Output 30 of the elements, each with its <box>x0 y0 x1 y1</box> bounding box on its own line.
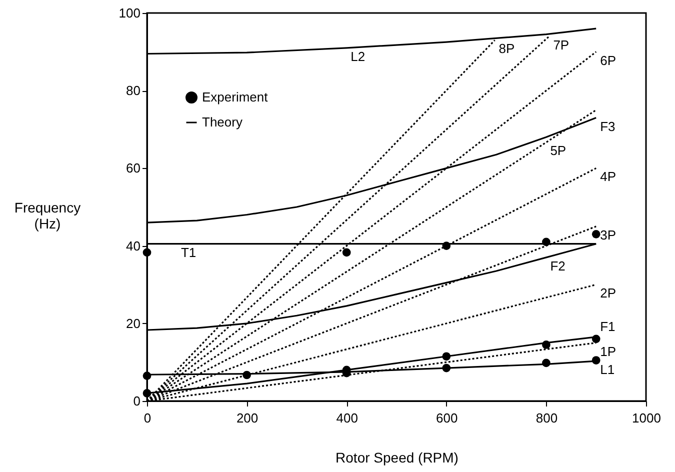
annotation: F1 <box>600 318 616 334</box>
y-tick-label: 80 <box>126 83 140 98</box>
x-tick-label: 0 <box>144 410 152 426</box>
annotation: F2 <box>550 258 566 274</box>
annotation: 4P <box>600 169 616 184</box>
legend-label: Theory <box>202 114 243 130</box>
annotation: 2P <box>600 286 616 301</box>
legend-label: Experiment <box>202 90 268 104</box>
x-tick-label: 200 <box>236 410 258 426</box>
annotation: 3P <box>600 227 616 242</box>
x-tick-label: 400 <box>336 410 358 426</box>
annotation: 1P <box>600 344 616 359</box>
x-tick-label: 800 <box>536 410 558 426</box>
x-tick-label: 1000 <box>632 410 661 426</box>
annotation: L1 <box>600 362 615 378</box>
y-tick-label: 40 <box>126 238 140 254</box>
annotation: 8P <box>498 41 515 56</box>
annotation: 5P <box>550 143 566 158</box>
x-tick-label: 600 <box>436 410 458 426</box>
annotation: L2 <box>350 48 366 64</box>
annotation: 7P <box>553 37 570 52</box>
annotation: T1 <box>180 244 196 260</box>
y-tick-label: 60 <box>126 160 140 176</box>
y-tick-label: 20 <box>126 316 140 331</box>
annotation: F3 <box>600 118 616 134</box>
x-axis-title: Rotor Speed (RPM) <box>336 450 458 466</box>
y-tick-label: 0 <box>133 394 140 408</box>
annotation: 6P <box>600 52 616 68</box>
y-tick-label: 100 <box>118 6 140 20</box>
y-axis-title: Frequency (Hz) <box>14 200 81 232</box>
